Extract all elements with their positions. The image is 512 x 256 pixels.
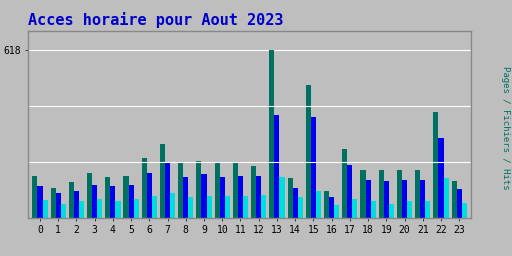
Bar bbox=[420, 180, 425, 218]
Bar bbox=[160, 144, 165, 218]
Bar bbox=[206, 196, 211, 218]
Bar bbox=[61, 204, 66, 218]
Bar bbox=[379, 170, 383, 218]
Bar bbox=[79, 201, 84, 218]
Bar bbox=[51, 188, 56, 218]
Bar bbox=[202, 174, 206, 218]
Bar bbox=[105, 177, 111, 218]
Bar bbox=[165, 163, 170, 218]
Bar bbox=[183, 177, 188, 218]
Bar bbox=[238, 176, 243, 218]
Bar bbox=[178, 163, 183, 218]
Bar bbox=[342, 148, 347, 218]
Bar bbox=[352, 199, 357, 218]
Bar bbox=[87, 173, 92, 218]
Bar bbox=[306, 85, 311, 218]
Bar bbox=[280, 177, 285, 218]
Bar bbox=[97, 199, 102, 218]
Bar bbox=[74, 190, 79, 218]
Bar bbox=[123, 176, 129, 218]
Bar bbox=[147, 173, 152, 218]
Bar bbox=[225, 196, 230, 218]
Bar bbox=[329, 197, 334, 218]
Bar bbox=[297, 197, 303, 218]
Bar bbox=[42, 200, 48, 218]
Bar bbox=[334, 205, 339, 218]
Bar bbox=[462, 203, 467, 218]
Bar bbox=[324, 190, 329, 218]
Bar bbox=[311, 118, 316, 218]
Bar bbox=[197, 161, 202, 218]
Bar bbox=[415, 170, 420, 218]
Bar bbox=[261, 195, 266, 218]
Bar bbox=[256, 176, 261, 218]
Bar bbox=[32, 176, 37, 218]
Bar bbox=[269, 50, 274, 218]
Bar bbox=[92, 185, 97, 218]
Bar bbox=[443, 178, 449, 218]
Bar bbox=[293, 188, 297, 218]
Bar bbox=[366, 180, 371, 218]
Bar bbox=[371, 201, 376, 218]
Bar bbox=[129, 185, 134, 218]
Bar bbox=[316, 190, 321, 218]
Bar bbox=[134, 199, 139, 218]
Bar bbox=[142, 158, 147, 218]
Bar bbox=[188, 197, 194, 218]
Bar bbox=[69, 182, 74, 218]
Bar bbox=[347, 165, 352, 218]
Bar bbox=[56, 193, 61, 218]
Bar bbox=[233, 163, 238, 218]
Bar bbox=[438, 138, 443, 218]
Bar bbox=[243, 196, 248, 218]
Bar bbox=[457, 189, 462, 218]
Bar bbox=[452, 181, 457, 218]
Text: Pages / Fichiers / Hits: Pages / Fichiers / Hits bbox=[501, 66, 510, 190]
Bar bbox=[170, 193, 175, 218]
Bar bbox=[433, 112, 438, 218]
Bar bbox=[274, 115, 280, 218]
Bar bbox=[389, 204, 394, 218]
Bar bbox=[37, 186, 42, 218]
Bar bbox=[220, 177, 225, 218]
Bar bbox=[215, 163, 220, 218]
Bar bbox=[407, 201, 412, 218]
Bar bbox=[360, 170, 366, 218]
Bar bbox=[251, 166, 256, 218]
Bar bbox=[402, 180, 407, 218]
Bar bbox=[383, 181, 389, 218]
Bar bbox=[397, 170, 402, 218]
Bar bbox=[425, 201, 431, 218]
Bar bbox=[152, 196, 157, 218]
Bar bbox=[111, 186, 116, 218]
Bar bbox=[288, 178, 293, 218]
Text: Acces horaire pour Aout 2023: Acces horaire pour Aout 2023 bbox=[28, 12, 284, 28]
Bar bbox=[116, 201, 120, 218]
